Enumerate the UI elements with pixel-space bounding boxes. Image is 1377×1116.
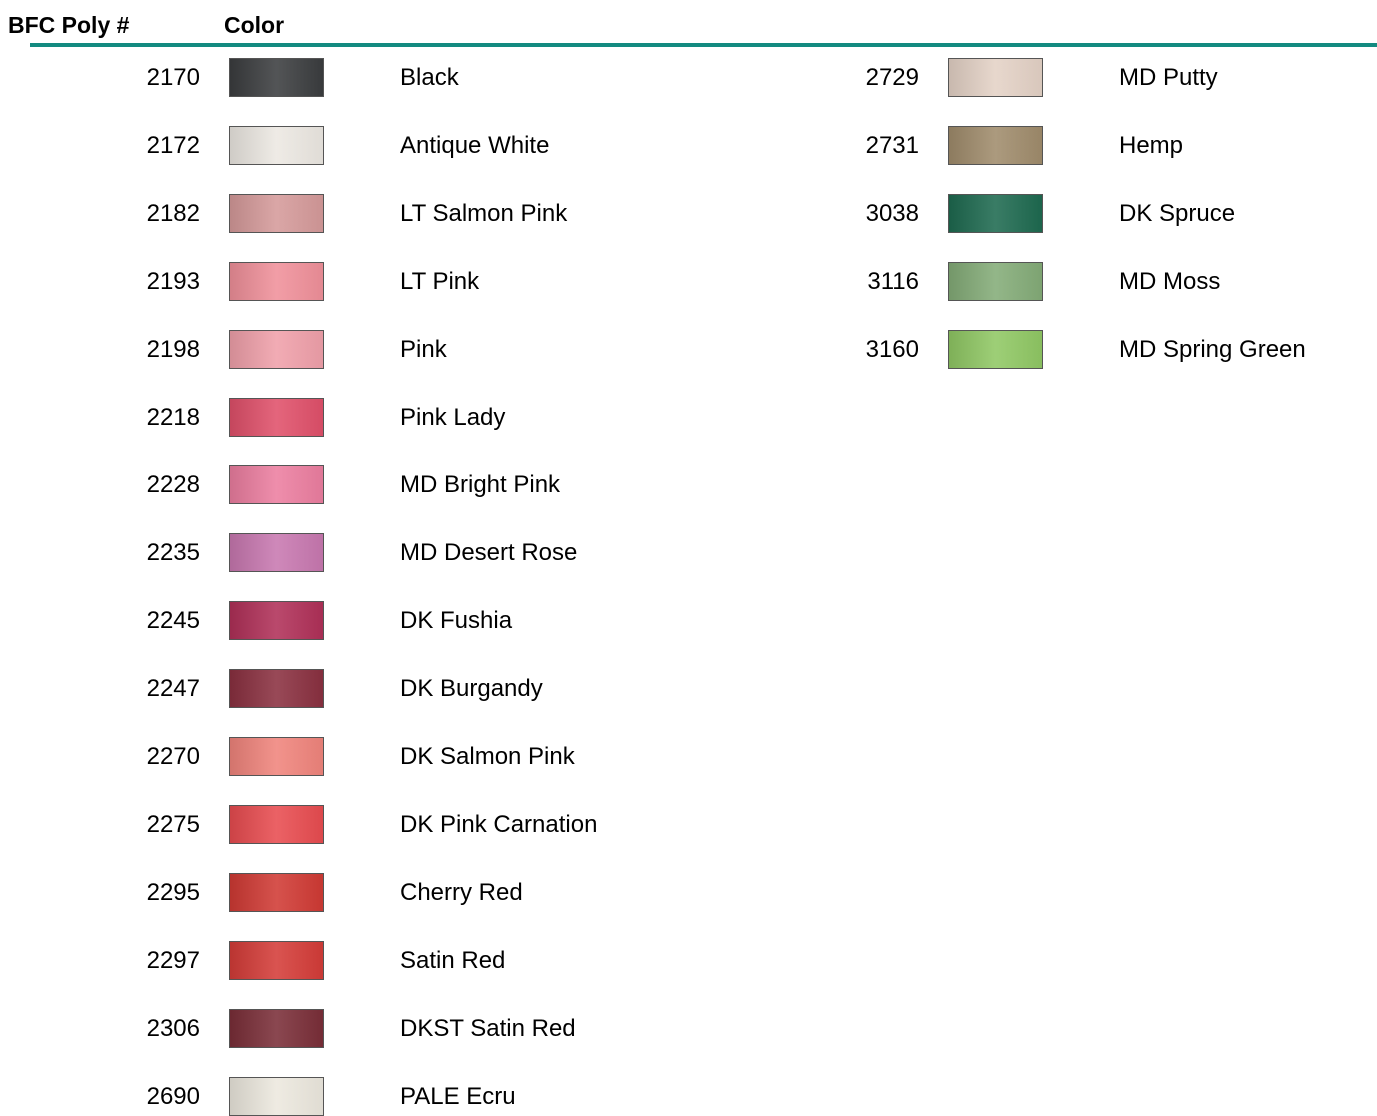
color-name: PALE Ecru [400, 1082, 516, 1112]
color-swatch [229, 941, 324, 980]
poly-number: 2172 [100, 131, 200, 161]
color-name: Hemp [1119, 131, 1183, 161]
color-name: MD Moss [1119, 267, 1220, 297]
color-name: LT Salmon Pink [400, 199, 567, 229]
color-name: DKST Satin Red [400, 1014, 576, 1044]
color-name: LT Pink [400, 267, 479, 297]
poly-number: 2245 [100, 606, 200, 636]
color-swatch [948, 330, 1043, 369]
poly-number: 2198 [100, 335, 200, 365]
color-swatch [229, 58, 324, 97]
color-swatch [229, 330, 324, 369]
poly-number: 2182 [100, 199, 200, 229]
poly-number: 3160 [819, 335, 919, 365]
color-name: Black [400, 63, 459, 93]
color-swatch [948, 58, 1043, 97]
header-number: BFC Poly # [8, 12, 129, 39]
color-name: DK Salmon Pink [400, 742, 575, 772]
page: BFC Poly # Color 2170 Black 2172 Antique Wh… [0, 0, 1377, 1113]
color-swatch [229, 737, 324, 776]
poly-number: 2275 [100, 810, 200, 840]
color-swatch [948, 262, 1043, 301]
poly-number: 2218 [100, 403, 200, 433]
poly-number: 2297 [100, 946, 200, 976]
color-name: DK Fushia [400, 606, 512, 636]
header-rule [30, 43, 1377, 47]
poly-number: 2247 [100, 674, 200, 704]
poly-number: 2690 [100, 1082, 200, 1112]
color-swatch [229, 1077, 324, 1116]
color-name: Satin Red [400, 946, 505, 976]
color-swatch [229, 1009, 324, 1048]
poly-number: 2193 [100, 267, 200, 297]
header-color: Color [224, 12, 284, 39]
poly-number: 2170 [100, 63, 200, 93]
color-swatch [229, 601, 324, 640]
color-name: MD Bright Pink [400, 470, 560, 500]
color-swatch [229, 669, 324, 708]
poly-number: 2228 [100, 470, 200, 500]
poly-number: 2731 [819, 131, 919, 161]
color-name: Pink [400, 335, 447, 365]
color-name: DK Pink Carnation [400, 810, 597, 840]
color-swatch [229, 126, 324, 165]
color-swatch [229, 465, 324, 504]
color-swatch [229, 873, 324, 912]
poly-number: 2306 [100, 1014, 200, 1044]
poly-number: 2270 [100, 742, 200, 772]
poly-number: 3116 [819, 267, 919, 297]
color-swatch [229, 398, 324, 437]
color-swatch [229, 262, 324, 301]
poly-number: 2295 [100, 878, 200, 908]
color-name: Cherry Red [400, 878, 523, 908]
color-name: DK Burgandy [400, 674, 543, 704]
color-swatch [229, 805, 324, 844]
color-swatch [229, 533, 324, 572]
color-swatch [948, 194, 1043, 233]
color-name: Antique White [400, 131, 549, 161]
color-name: MD Spring Green [1119, 335, 1306, 365]
poly-number: 2729 [819, 63, 919, 93]
color-swatch [229, 194, 324, 233]
poly-number: 2235 [100, 538, 200, 568]
color-name: Pink Lady [400, 403, 505, 433]
color-swatch [948, 126, 1043, 165]
color-name: MD Putty [1119, 63, 1218, 93]
color-name: MD Desert Rose [400, 538, 577, 568]
poly-number: 3038 [819, 199, 919, 229]
color-name: DK Spruce [1119, 199, 1235, 229]
